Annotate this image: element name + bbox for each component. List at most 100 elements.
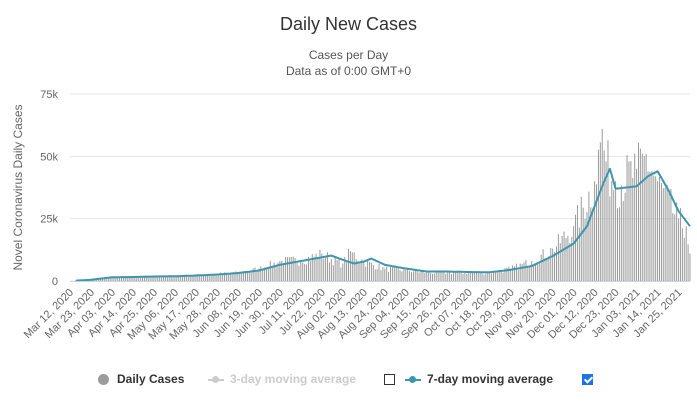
daily-case-bar bbox=[103, 277, 105, 281]
daily-case-bar bbox=[555, 246, 557, 281]
daily-case-bar bbox=[317, 258, 319, 281]
daily-case-bar bbox=[515, 263, 517, 281]
daily-case-bar bbox=[576, 204, 578, 281]
daily-case-bar bbox=[191, 276, 193, 281]
daily-case-bar bbox=[296, 263, 298, 281]
daily-case-bar bbox=[311, 254, 313, 281]
daily-case-bar bbox=[328, 262, 330, 281]
daily-case-bar bbox=[670, 188, 672, 281]
daily-case-bar bbox=[397, 268, 399, 281]
daily-case-bar bbox=[674, 214, 676, 281]
daily-case-bar bbox=[109, 276, 111, 281]
daily-case-bar bbox=[319, 249, 321, 281]
daily-case-bar bbox=[346, 261, 348, 281]
daily-case-bar bbox=[267, 268, 269, 281]
daily-case-bar bbox=[283, 265, 285, 281]
daily-case-bar bbox=[561, 235, 563, 281]
legend-item-3-day-average[interactable]: 3-day moving average bbox=[208, 368, 356, 390]
daily-case-bar bbox=[113, 277, 115, 281]
daily-case-bar bbox=[653, 175, 655, 281]
daily-case-bar bbox=[487, 272, 489, 281]
daily-case-bar bbox=[639, 148, 641, 281]
daily-case-bar bbox=[533, 264, 535, 281]
daily-case-bar bbox=[582, 207, 584, 281]
daily-case-bar bbox=[597, 149, 599, 281]
daily-case-bar bbox=[452, 272, 454, 281]
daily-case-bar bbox=[239, 273, 241, 281]
daily-case-bar bbox=[245, 271, 247, 281]
daily-case-bar bbox=[153, 276, 155, 281]
daily-case-bar bbox=[222, 274, 224, 281]
legend-label-7-day-average: 7-day moving average bbox=[427, 372, 554, 386]
daily-case-bar bbox=[672, 212, 674, 281]
daily-case-bar bbox=[281, 260, 283, 281]
daily-case-bar bbox=[447, 272, 449, 281]
daily-case-bar bbox=[525, 260, 527, 281]
daily-case-bar bbox=[575, 214, 577, 281]
daily-case-bar bbox=[141, 276, 143, 281]
daily-case-bar bbox=[330, 258, 332, 281]
toggle-3-day-average-checkbox[interactable] bbox=[384, 374, 395, 385]
daily-case-bar bbox=[302, 262, 304, 281]
daily-case-bar bbox=[235, 271, 237, 281]
daily-case-bar bbox=[512, 265, 514, 281]
daily-case-bar bbox=[685, 226, 687, 281]
daily-case-bar bbox=[538, 263, 540, 281]
daily-case-bar bbox=[622, 201, 624, 281]
legend-marker-daily-cases-icon bbox=[98, 373, 109, 385]
daily-case-bar bbox=[162, 276, 164, 281]
daily-case-bar bbox=[559, 243, 561, 281]
daily-case-bar bbox=[145, 275, 147, 281]
series-7-day-average-line bbox=[75, 167, 691, 282]
daily-case-bar bbox=[334, 256, 336, 281]
daily-case-bar bbox=[351, 252, 353, 281]
daily-case-bar bbox=[134, 276, 136, 281]
daily-case-bar bbox=[336, 260, 338, 281]
daily-case-bar bbox=[405, 269, 407, 281]
daily-case-bar bbox=[626, 155, 628, 281]
daily-case-bar bbox=[298, 265, 300, 281]
daily-case-bar bbox=[183, 276, 185, 281]
daily-case-bar bbox=[252, 268, 254, 281]
daily-case-bar bbox=[586, 212, 588, 281]
daily-case-bar bbox=[176, 276, 178, 281]
toggle-7-day-average-checkbox[interactable] bbox=[582, 374, 593, 385]
daily-case-bar bbox=[668, 190, 670, 281]
daily-case-bar bbox=[285, 257, 287, 281]
daily-case-bar bbox=[445, 273, 447, 281]
daily-case-bar bbox=[332, 265, 334, 281]
daily-case-bar bbox=[500, 270, 502, 281]
chart-title: Daily New Cases bbox=[279, 14, 418, 34]
daily-case-bar bbox=[304, 264, 306, 281]
daily-case-bar bbox=[115, 277, 117, 281]
daily-case-bar bbox=[678, 218, 680, 281]
daily-case-bar bbox=[367, 260, 369, 281]
daily-case-bar bbox=[624, 192, 626, 281]
daily-case-bar bbox=[159, 276, 161, 281]
daily-case-bar bbox=[475, 272, 477, 281]
daily-case-bar bbox=[286, 257, 288, 281]
daily-case-bar bbox=[615, 181, 617, 281]
daily-case-bar bbox=[359, 262, 361, 281]
daily-case-bar bbox=[590, 207, 592, 281]
daily-case-bar bbox=[227, 273, 229, 281]
daily-case-bar bbox=[689, 253, 691, 281]
daily-case-bar bbox=[309, 260, 311, 281]
daily-case-bar bbox=[416, 271, 418, 281]
daily-case-bar bbox=[117, 276, 119, 281]
daily-case-bar bbox=[618, 207, 620, 281]
daily-case-bar bbox=[483, 274, 485, 281]
daily-case-bar bbox=[124, 277, 126, 281]
daily-case-bar bbox=[241, 271, 243, 281]
legend-item-daily-cases[interactable]: Daily Cases bbox=[98, 368, 184, 390]
daily-case-bar bbox=[441, 270, 443, 281]
daily-case-bar bbox=[185, 274, 187, 281]
legend-item-7-day-average[interactable]: 7-day moving average bbox=[405, 368, 553, 390]
daily-case-bar bbox=[628, 161, 630, 281]
daily-case-bar bbox=[565, 238, 567, 281]
daily-case-bar bbox=[216, 274, 218, 281]
daily-case-bar bbox=[418, 272, 420, 281]
daily-case-bar bbox=[536, 263, 538, 281]
daily-case-bar bbox=[340, 267, 342, 281]
